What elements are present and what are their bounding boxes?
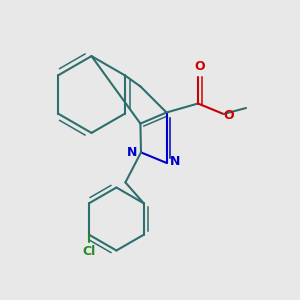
Text: O: O [194,60,205,73]
Text: N: N [169,155,180,168]
Text: O: O [224,109,234,122]
Text: Cl: Cl [82,244,96,258]
Text: N: N [127,146,137,159]
